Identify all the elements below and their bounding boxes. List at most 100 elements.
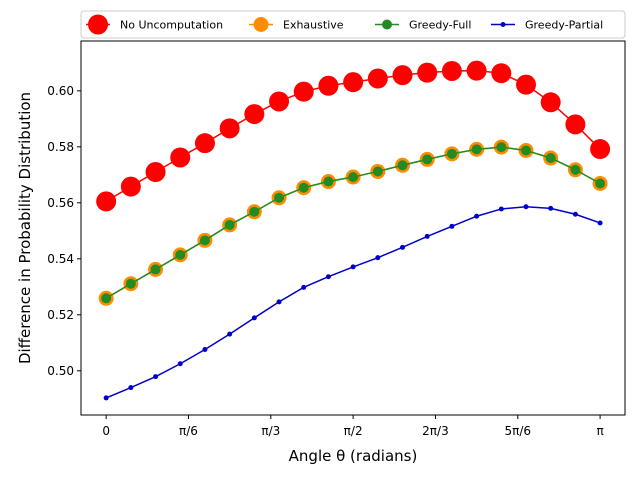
legend-label: Exhaustive: [283, 19, 344, 32]
data-point: [548, 205, 554, 211]
legend-swatch-marker: [253, 17, 269, 32]
data-point: [274, 192, 285, 203]
data-point: [446, 148, 457, 159]
series-no-uncomputation: [96, 60, 611, 212]
data-point: [219, 118, 240, 139]
series-layer: [96, 60, 611, 401]
legend-entry: No Uncomputation: [86, 14, 223, 35]
data-point: [540, 92, 561, 113]
data-point: [597, 220, 603, 226]
data-point: [375, 255, 381, 261]
data-point: [269, 91, 290, 112]
data-point: [323, 176, 334, 187]
data-point: [400, 244, 406, 250]
data-point: [496, 142, 507, 153]
data-point: [128, 385, 134, 391]
y-axis: 0.50 0.52 0.54 0.56 0.58 0.60: [47, 84, 81, 378]
data-point: [348, 172, 359, 183]
legend-box: [80, 10, 626, 39]
legend-entry: Greedy-Full: [375, 19, 471, 32]
data-point: [120, 176, 141, 197]
data-point: [227, 331, 233, 337]
data-point: [590, 139, 611, 160]
legend-label: Greedy-Full: [409, 19, 471, 32]
y-tick-label: 0.58: [47, 140, 74, 154]
legend-swatch-marker: [500, 22, 506, 27]
data-point: [565, 114, 586, 135]
legend: No Uncomputation Exhaustive Greedy-Full Gre…: [80, 10, 626, 39]
legend-swatch-marker: [88, 14, 108, 35]
data-point: [474, 213, 480, 219]
data-point: [424, 233, 430, 239]
data-point: [521, 145, 532, 156]
x-axis: 0 π/6 π/3 π/2 2π/3 5π/6 π: [102, 415, 604, 438]
data-point: [251, 315, 257, 321]
x-tick-label: 0: [102, 424, 110, 438]
y-tick-label: 0.54: [47, 252, 74, 266]
data-point: [194, 133, 215, 154]
data-point: [392, 65, 413, 86]
data-point: [170, 147, 191, 168]
data-point: [572, 211, 578, 217]
series-line: [105, 205, 601, 399]
data-point: [153, 374, 159, 380]
data-point: [498, 206, 504, 212]
y-axis-label: Difference in Probability Distribution: [16, 92, 34, 364]
data-point: [125, 278, 136, 289]
data-point: [175, 249, 186, 260]
y-tick-label: 0.52: [47, 308, 74, 322]
data-point: [523, 204, 529, 210]
data-point: [441, 60, 462, 81]
legend-label: Greedy-Partial: [525, 19, 603, 32]
data-point: [397, 160, 408, 171]
data-point: [471, 144, 482, 155]
data-point: [249, 206, 260, 217]
data-point: [422, 154, 433, 165]
data-point: [199, 235, 210, 246]
x-tick-label: π/2: [344, 424, 363, 438]
data-point: [350, 264, 356, 270]
data-point: [318, 75, 339, 96]
data-point: [202, 346, 208, 352]
series-greedy-full: [101, 142, 606, 304]
data-point: [244, 104, 265, 125]
legend-entry: Greedy-Partial: [491, 19, 603, 32]
data-point: [491, 63, 512, 84]
data-point: [101, 293, 112, 304]
data-point: [372, 166, 383, 177]
data-point: [145, 162, 166, 183]
x-tick-label: 2π/3: [422, 424, 449, 438]
x-tick-label: 5π/6: [504, 424, 531, 438]
legend-entry: Exhaustive: [249, 17, 344, 32]
data-point: [343, 72, 364, 93]
legend-swatch-marker: [382, 19, 392, 30]
data-point: [570, 164, 581, 175]
y-tick-label: 0.50: [47, 364, 74, 378]
data-point: [150, 264, 161, 275]
y-tick-label: 0.60: [47, 84, 74, 98]
data-point: [177, 361, 183, 367]
data-point: [367, 68, 388, 89]
x-tick-label: π/3: [261, 424, 280, 438]
x-axis-label: Angle θ (radians): [289, 447, 418, 465]
series-greedy-partial: [103, 204, 603, 401]
data-point: [224, 219, 235, 230]
data-point: [595, 178, 606, 189]
data-point: [301, 284, 307, 290]
data-point: [293, 81, 314, 102]
data-point: [325, 274, 331, 280]
data-point: [298, 182, 309, 193]
legend-label: No Uncomputation: [120, 19, 223, 32]
data-point: [417, 62, 438, 83]
data-point: [545, 153, 556, 164]
y-tick-label: 0.56: [47, 196, 74, 210]
data-point: [96, 191, 117, 212]
data-point: [276, 299, 282, 305]
data-point: [449, 223, 455, 229]
x-tick-label: π: [596, 424, 603, 438]
data-point: [103, 395, 109, 401]
data-point: [516, 74, 537, 95]
x-tick-label: π/6: [179, 424, 198, 438]
data-point: [466, 60, 487, 81]
